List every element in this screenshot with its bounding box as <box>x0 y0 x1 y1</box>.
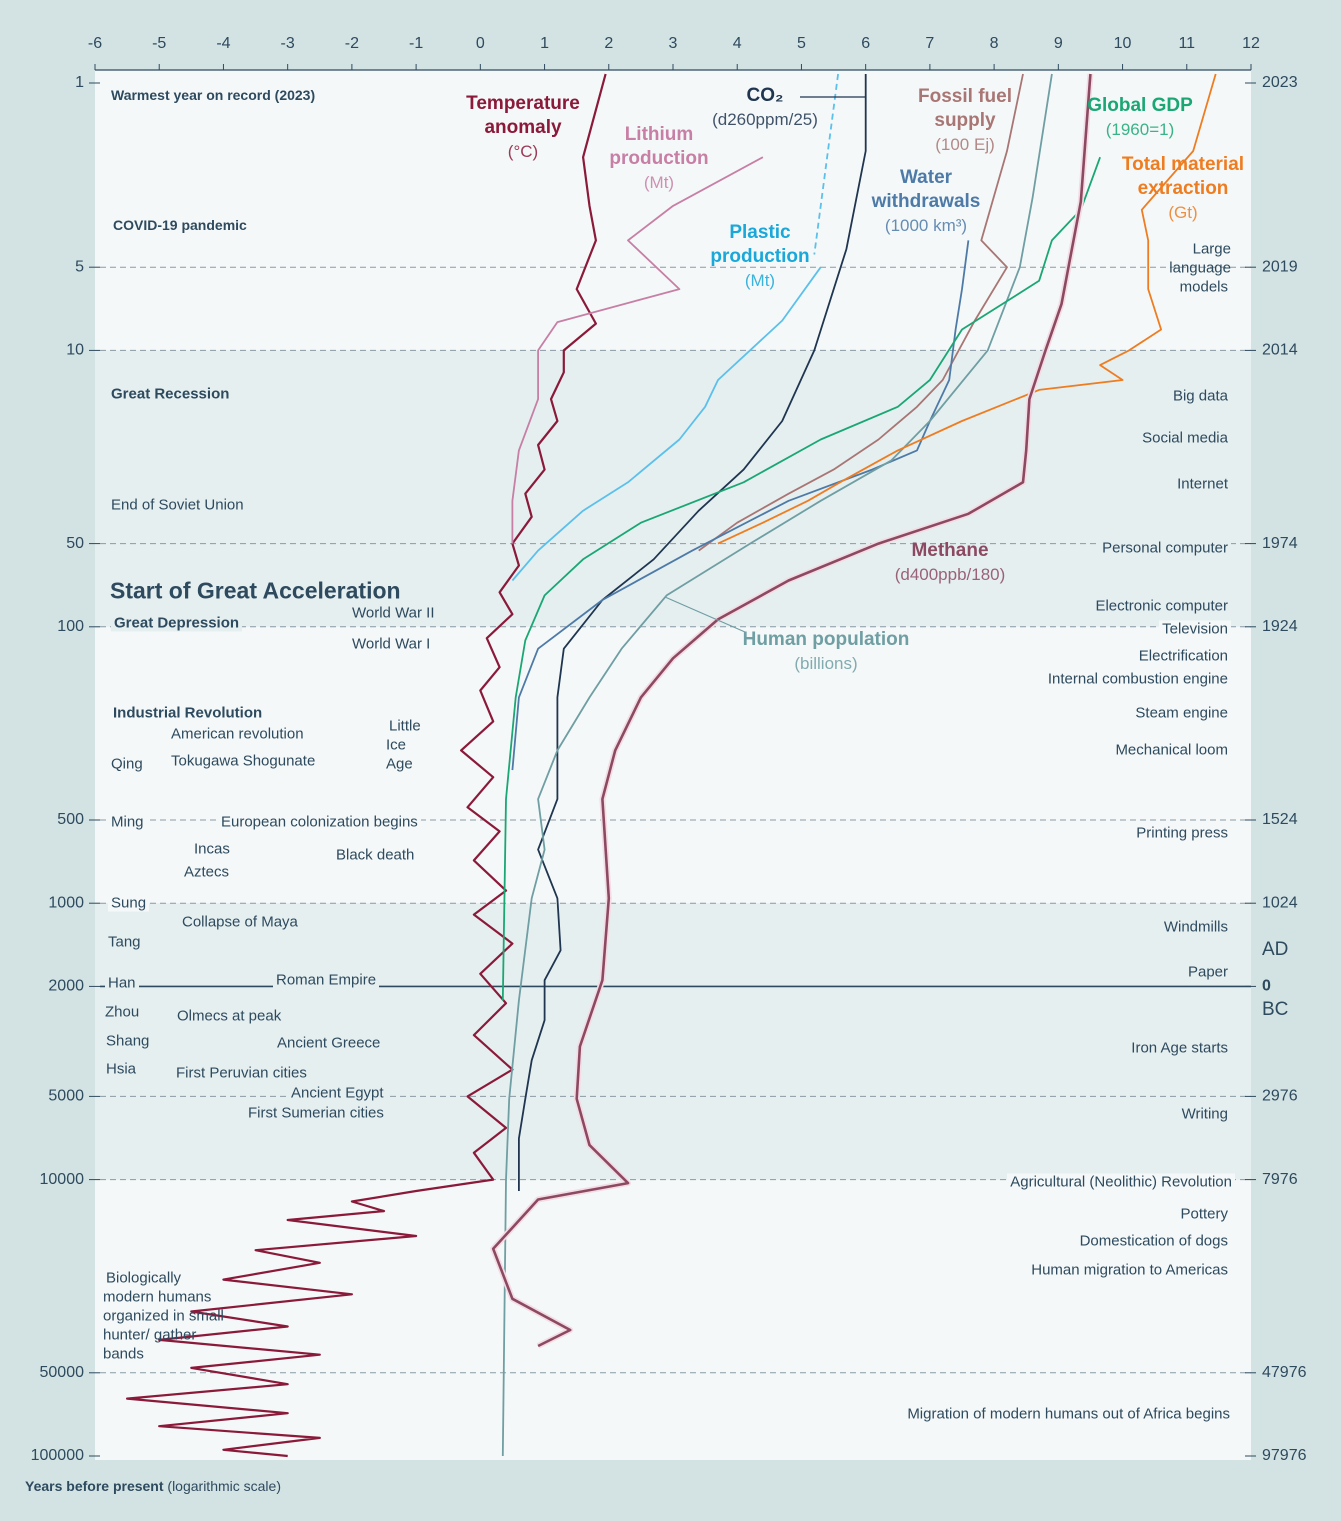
y-tick-label: 1000 <box>48 894 84 911</box>
x-tick-label: -6 <box>88 35 102 52</box>
x-tick-label: 11 <box>1178 35 1195 52</box>
y2-tick-label: 2976 <box>1262 1088 1298 1105</box>
series-line <box>501 73 1053 1457</box>
x-tick-label: 12 <box>1242 35 1260 52</box>
x-tick-label: 9 <box>1054 35 1063 52</box>
y-tick-label: 50 <box>66 535 84 552</box>
series-line <box>501 156 1101 1001</box>
series-line <box>717 73 1217 545</box>
y-tick-label: 10 <box>66 342 84 359</box>
y-tick-label: 100 <box>57 618 84 635</box>
band <box>95 903 1251 1180</box>
x-tick-label: -5 <box>152 35 166 52</box>
x-tick-label: -3 <box>281 35 295 52</box>
leader-line <box>664 596 746 633</box>
series-line <box>698 73 1024 552</box>
y2-tick-label: 47976 <box>1262 1364 1307 1381</box>
x-tick-label: -4 <box>216 35 230 52</box>
series-line <box>491 73 1092 1348</box>
y2-tick-label: 1974 <box>1262 535 1298 552</box>
y-tick-label: 1 <box>75 74 84 91</box>
y-tick-label: 5000 <box>48 1088 84 1105</box>
y2-tick-label: 2019 <box>1262 258 1298 275</box>
plot-background <box>95 70 1251 1460</box>
y2-tick-label: 2014 <box>1262 342 1298 359</box>
y-tick-label: 2000 <box>48 978 84 995</box>
y-tick-label: 50000 <box>40 1364 85 1381</box>
projection-line <box>813 73 839 255</box>
y2-tick-label: 1524 <box>1262 811 1298 828</box>
x-tick-label: 4 <box>733 35 742 52</box>
y2-tick-label: 1024 <box>1262 894 1298 911</box>
x-tick-label: 7 <box>925 35 934 52</box>
y2-tick-label: 97976 <box>1262 1447 1307 1464</box>
x-tick-label: 2 <box>604 35 613 52</box>
y-tick-label: 100000 <box>31 1447 84 1464</box>
y2-tick-label: 1924 <box>1262 618 1298 635</box>
x-tick-label: 6 <box>861 35 870 52</box>
series-line <box>511 240 970 771</box>
x-tick-label: -2 <box>345 35 359 52</box>
x-tick-label: -1 <box>409 35 423 52</box>
x-tick-label: 5 <box>797 35 806 52</box>
y-axis-note: (logarithmic scale) <box>167 1478 281 1494</box>
series-line <box>511 266 822 582</box>
x-tick-label: 3 <box>669 35 678 52</box>
y-tick-label: 10000 <box>40 1171 85 1188</box>
y2-tick-label: 0 <box>1262 978 1271 995</box>
series-line <box>518 74 867 1191</box>
y-tick-label: 500 <box>57 811 84 828</box>
x-tick-label: 1 <box>540 35 549 52</box>
x-tick-label: 0 <box>476 35 485 52</box>
y-axis-title: Years before present <box>25 1478 164 1494</box>
y-tick-label: 5 <box>75 258 84 275</box>
axes: -6 -5 -4 -3 -2 -1 0 1 2 3 4 5 6 7 8 9 10 11 12151050100500… <box>31 35 1307 1464</box>
lines <box>126 73 1217 1458</box>
series-line <box>511 156 764 544</box>
y2-tick-label: 2023 <box>1262 74 1298 91</box>
x-tick-label: 10 <box>1114 35 1132 52</box>
axis-title: Years before present (logarithmic scale) <box>25 1478 281 1494</box>
x-tick-label: 8 <box>990 35 999 52</box>
band <box>95 350 1251 627</box>
y2-tick-label: 7976 <box>1262 1171 1298 1188</box>
series-line <box>126 73 607 1458</box>
